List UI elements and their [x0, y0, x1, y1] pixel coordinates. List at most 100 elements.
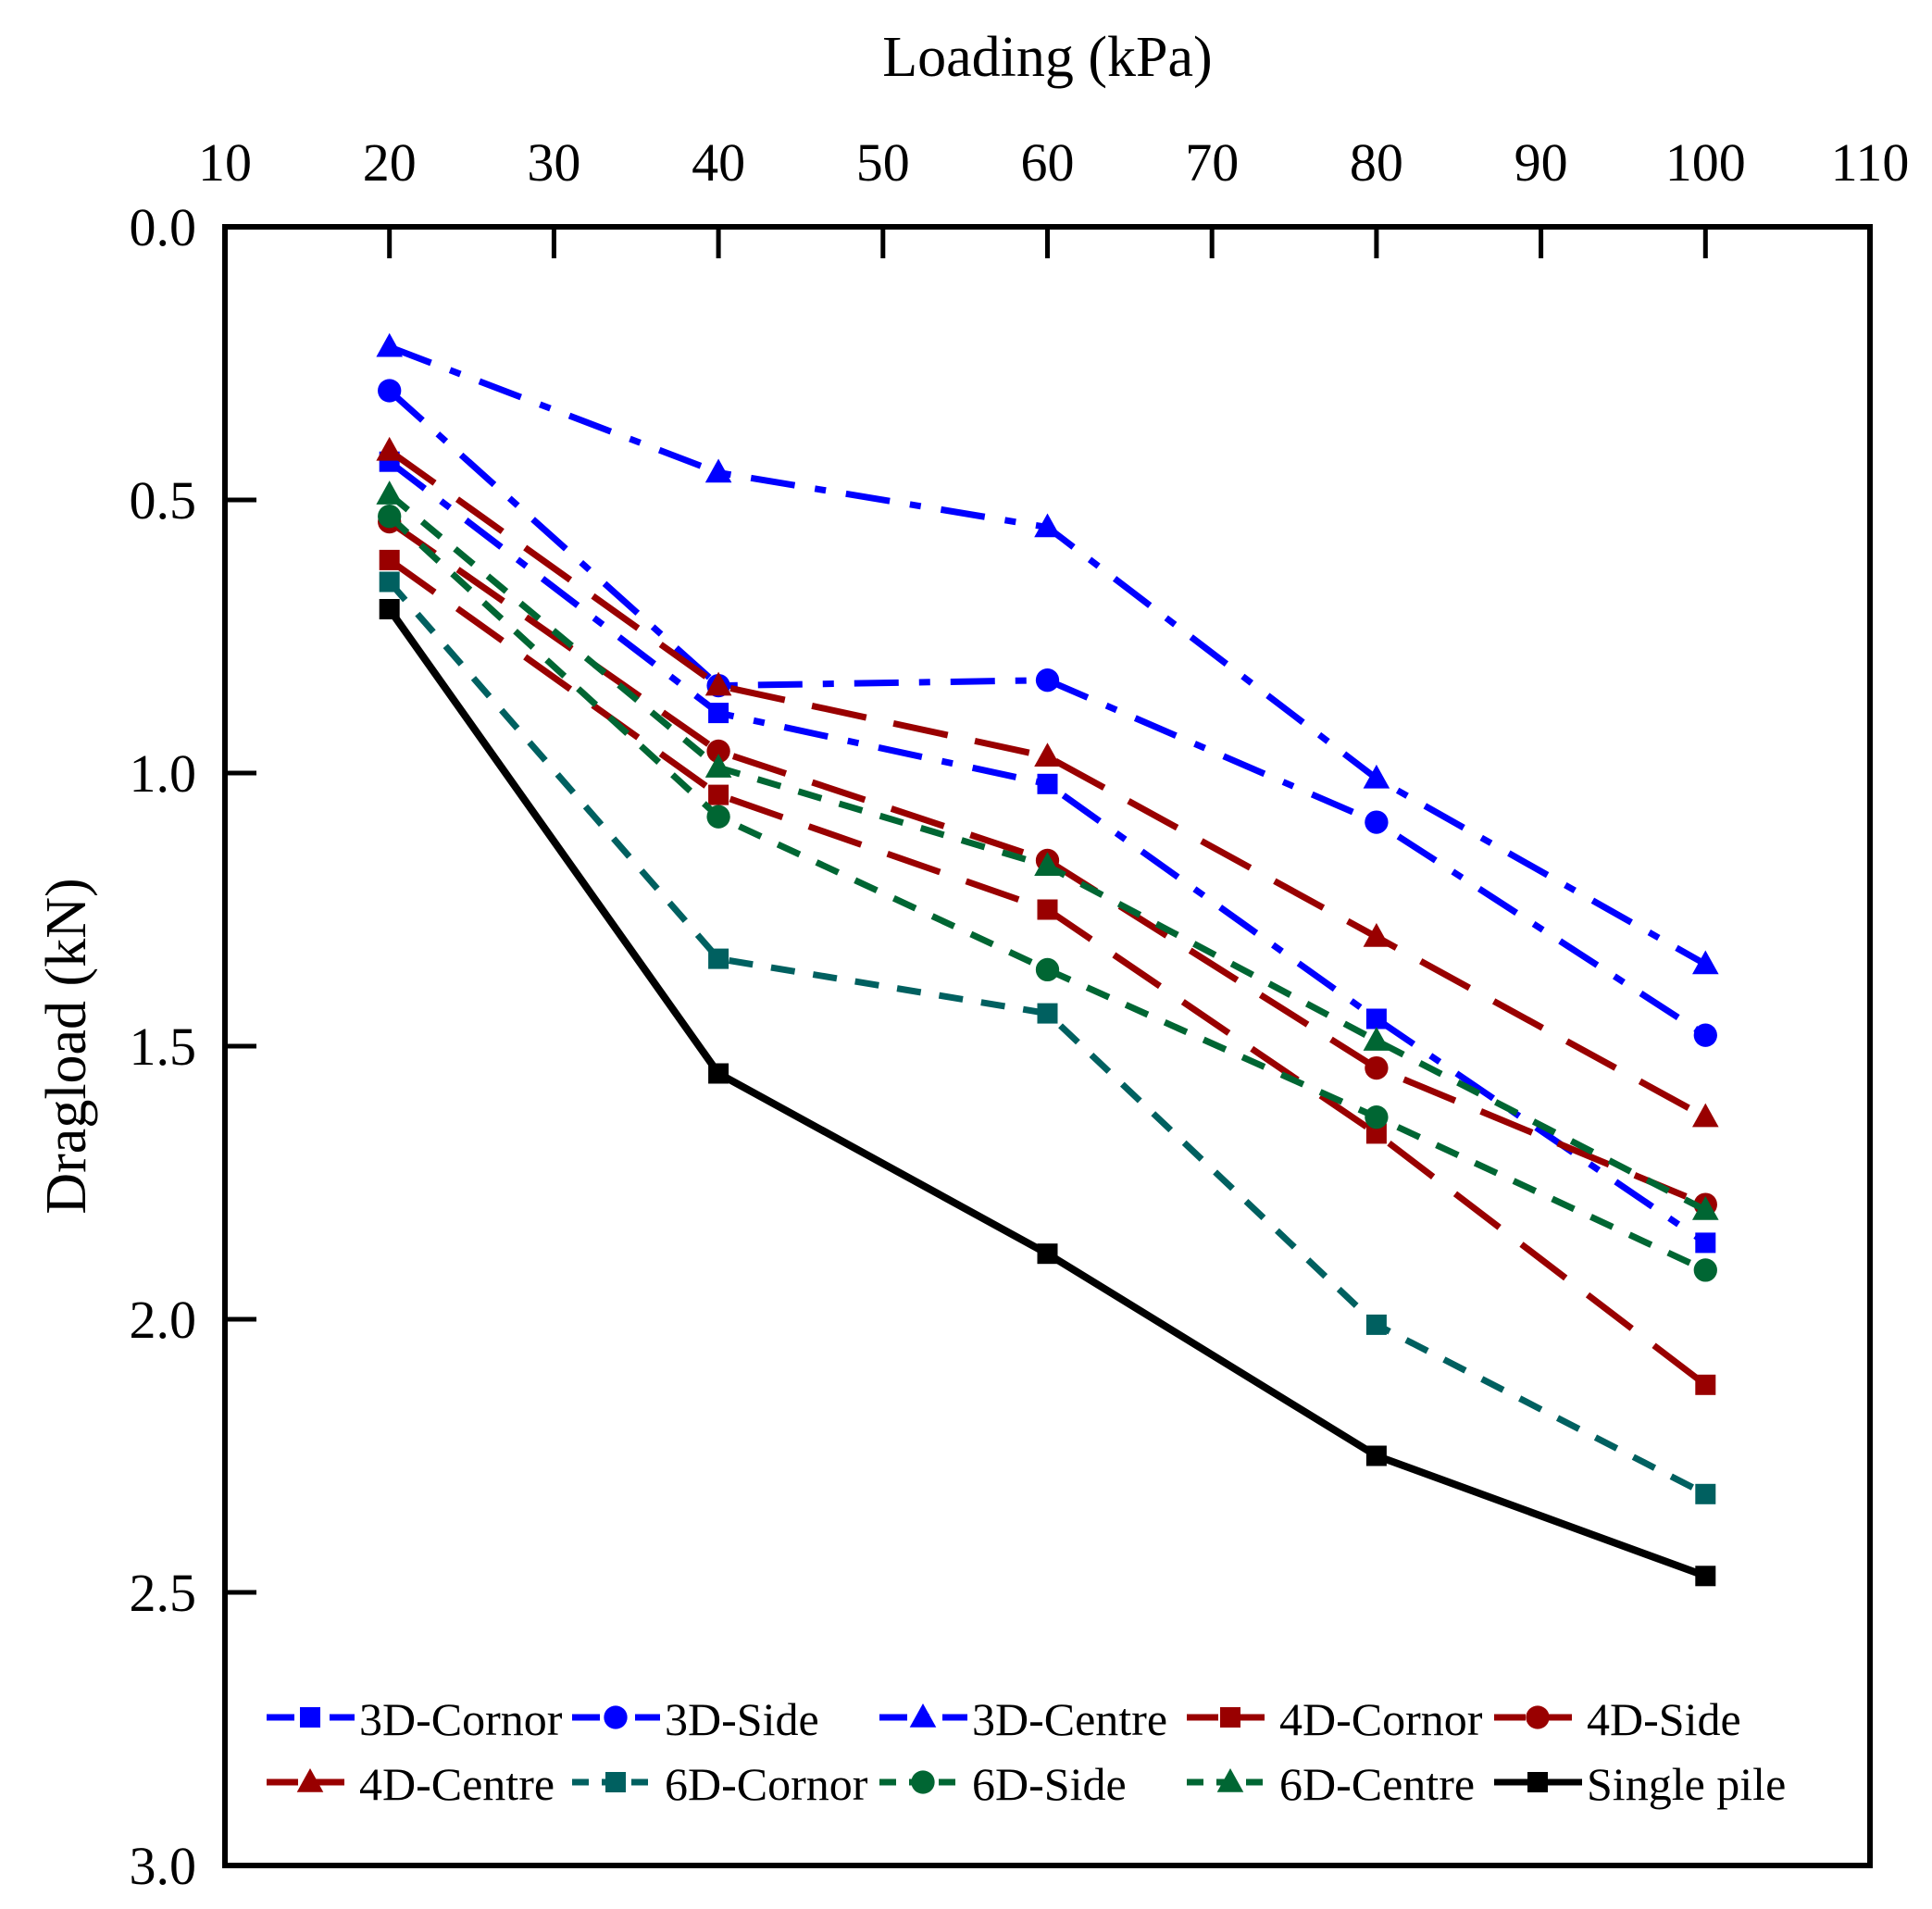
x-tick-label: 100	[1665, 132, 1746, 193]
y-tick-label: 2.5	[130, 1563, 197, 1623]
legend: 3D-Cornor 3D-Side 3D-Centre 4D-Cornor 4D-Sid…	[267, 1693, 1786, 1810]
series-line-3d-side	[387, 388, 1708, 1039]
y-tick-label: 3.0	[130, 1836, 197, 1896]
data-point-4d-cornor	[1037, 899, 1058, 920]
x-tick-label: 40	[692, 132, 745, 193]
series-4d-centre	[376, 436, 1719, 1128]
data-point-4d-centre	[376, 436, 403, 461]
series-3d-centre	[376, 332, 1719, 975]
series-line-6d-cornor	[387, 580, 1707, 1497]
y-tick-label: 1.5	[130, 1017, 197, 1077]
legend-item-6d-centre: 6D-Centre	[1187, 1758, 1475, 1810]
y-tick-label: 1.0	[130, 743, 197, 804]
data-point-4d-cornor	[379, 549, 400, 570]
legend-marker	[1527, 1772, 1548, 1792]
x-axis-label: Loading (kPa)	[882, 26, 1212, 89]
data-point-6d-cornor	[379, 571, 400, 593]
data-point-3d-side	[378, 379, 402, 403]
data-point-6d-centre	[704, 754, 732, 778]
data-point-3d-centre	[704, 458, 732, 483]
series-6d-cornor	[379, 571, 1716, 1504]
series-4d-cornor	[379, 549, 1716, 1395]
data-point-4d-centre	[1363, 922, 1390, 947]
x-tick-label: 80	[1350, 132, 1403, 193]
data-point-3d-cornor	[1695, 1232, 1716, 1254]
x-tick-label: 70	[1185, 132, 1239, 193]
data-point-4d-cornor	[1695, 1374, 1716, 1395]
legend-label: 4D-Cornor	[1279, 1693, 1483, 1745]
data-point-6d-side	[706, 805, 730, 829]
legend-item-4d-cornor: 4D-Cornor	[1187, 1693, 1483, 1745]
data-point-3d-side	[1035, 668, 1060, 692]
data-point-4d-centre	[704, 671, 732, 696]
legend-label: 6D-Side	[972, 1758, 1127, 1810]
data-point-4d-side	[1365, 1055, 1389, 1080]
series-line-4d-side	[387, 518, 1707, 1208]
x-tick-label: 30	[527, 132, 580, 193]
legend-label: 4D-Centre	[359, 1758, 555, 1810]
legend-item-3d-centre: 3D-Centre	[879, 1693, 1167, 1745]
legend-item-3d-side: 3D-Side	[572, 1693, 819, 1745]
y-tick-label: 2.0	[130, 1290, 197, 1350]
data-point-6d-cornor	[708, 948, 729, 969]
data-point-6d-centre	[376, 480, 403, 505]
data-point-single-pile	[1037, 1243, 1058, 1265]
data-point-3d-centre	[1034, 513, 1061, 538]
x-tick-label: 60	[1021, 132, 1075, 193]
legend-label: 3D-Centre	[972, 1693, 1167, 1745]
data-point-4d-centre	[1034, 742, 1061, 767]
series-line-4d-centre	[387, 448, 1707, 1120]
y-axis-label: Dragload (kN)	[35, 878, 98, 1214]
data-point-6d-centre	[1034, 852, 1061, 877]
legend-item-6d-cornor: 6D-Cornor	[572, 1758, 868, 1810]
data-point-single-pile	[708, 1063, 729, 1084]
plot-marks	[376, 332, 1719, 1587]
series-6d-centre	[376, 480, 1719, 1220]
legend-label: Single pile	[1587, 1758, 1786, 1810]
axis-ticks: 10 20 30 40 50 60 70 80 90 100 110 0.0 0.5 1.0 1.5 2.0 2…	[130, 132, 1910, 1896]
series-line-3d-cornor	[387, 458, 1708, 1246]
data-point-4d-cornor	[1365, 1123, 1387, 1144]
data-point-6d-centre	[1363, 1027, 1390, 1051]
legend-marker	[605, 1772, 626, 1792]
data-point-3d-side	[1693, 1023, 1717, 1047]
data-point-6d-side	[1365, 1105, 1389, 1129]
legend-marker	[604, 1705, 628, 1729]
x-tick-label: 10	[198, 132, 252, 193]
data-point-6d-cornor	[1037, 1003, 1058, 1024]
y-tick-label: 0.0	[130, 197, 197, 257]
data-point-3d-centre	[1363, 764, 1390, 789]
data-point-6d-cornor	[1365, 1314, 1387, 1335]
data-point-4d-cornor	[708, 784, 729, 805]
data-point-6d-side	[1035, 957, 1060, 982]
data-point-4d-centre	[1692, 1103, 1719, 1128]
y-tick-label: 0.5	[130, 470, 197, 530]
legend-item-4d-centre: 4D-Centre	[267, 1758, 555, 1810]
data-point-4d-side	[706, 739, 730, 764]
legend-marker	[300, 1707, 320, 1728]
legend-marker	[1220, 1707, 1240, 1728]
legend-marker	[1216, 1767, 1244, 1792]
data-point-6d-side	[1693, 1258, 1717, 1282]
legend-marker	[1526, 1705, 1550, 1729]
data-point-single-pile	[1365, 1445, 1387, 1466]
x-tick-label: 50	[856, 132, 910, 193]
x-tick-label: 20	[363, 132, 417, 193]
data-point-single-pile	[1695, 1566, 1716, 1587]
legend-label: 6D-Centre	[1279, 1758, 1475, 1810]
series-line-6d-side	[387, 514, 1707, 1274]
legend-label: 3D-Side	[665, 1693, 819, 1745]
legend-marker	[909, 1703, 937, 1728]
legend-marker	[911, 1770, 935, 1794]
data-point-single-pile	[379, 599, 400, 619]
legend-label: 4D-Side	[1587, 1693, 1741, 1745]
data-point-3d-side	[1365, 810, 1389, 834]
data-point-3d-cornor	[708, 703, 729, 724]
data-point-3d-centre	[1692, 950, 1719, 975]
data-point-6d-centre	[1692, 1195, 1719, 1220]
legend-item-4d-side: 4D-Side	[1494, 1693, 1741, 1745]
legend-item-3d-cornor: 3D-Cornor	[267, 1693, 563, 1745]
legend-marker	[296, 1767, 324, 1792]
data-point-6d-cornor	[1695, 1483, 1716, 1504]
